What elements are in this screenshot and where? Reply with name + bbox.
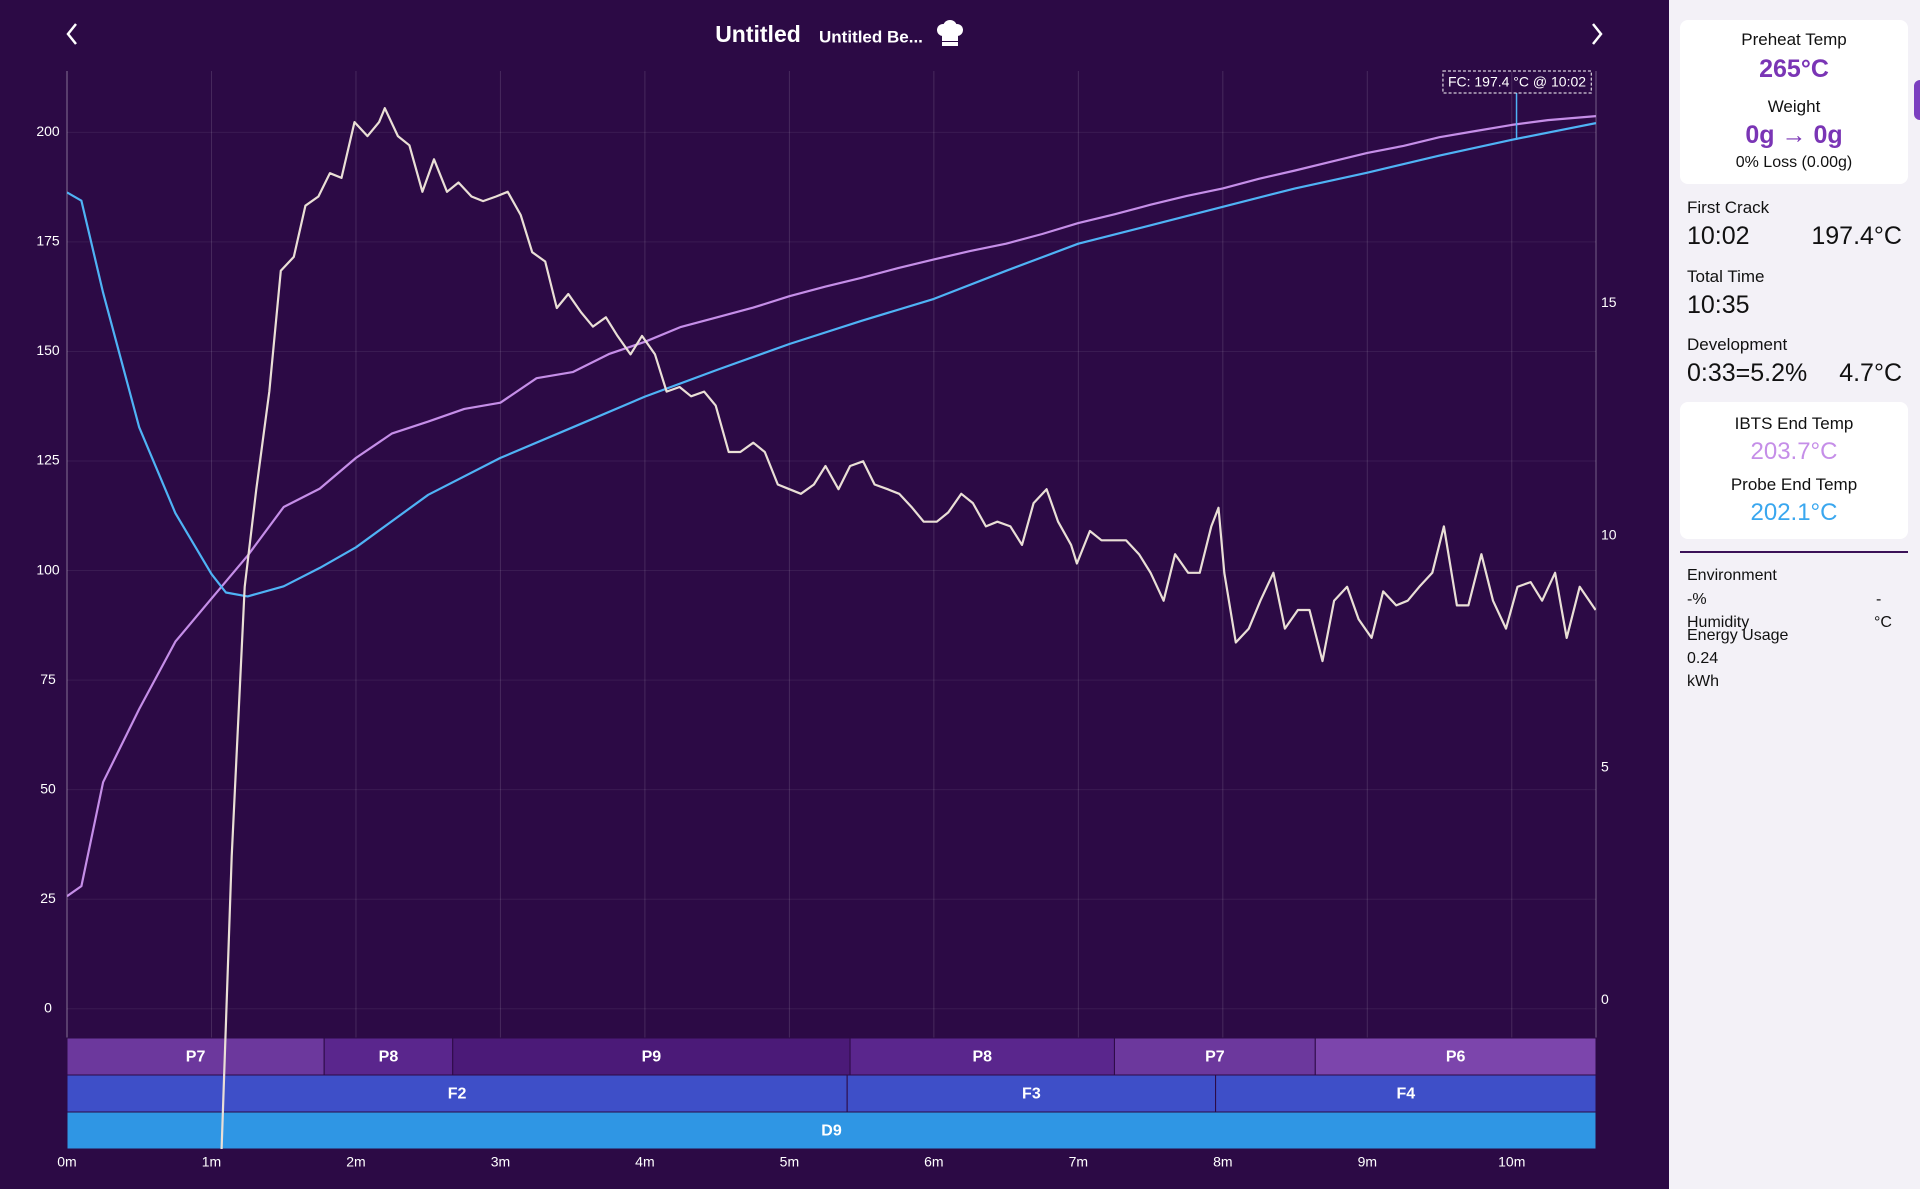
label: Environment: [1687, 567, 1777, 584]
unit: °C: [1874, 614, 1892, 631]
unit: kWh: [1687, 673, 1719, 690]
chef-icon[interactable]: [937, 20, 963, 46]
y-tick-label: 0: [44, 999, 52, 1015]
y-tick-label: 25: [40, 890, 56, 906]
next-button[interactable]: [1592, 23, 1603, 45]
side-panel: Preheat Temp 265°C Weight 0g → 0g 0% Los…: [1669, 0, 1920, 1189]
x-tick-label: 7m: [1069, 1154, 1088, 1170]
y-tick-label: 125: [36, 452, 60, 468]
band-segment: [66, 1111, 1597, 1150]
side-tab[interactable]: [1914, 80, 1920, 120]
label: Energy Usage: [1687, 627, 1789, 644]
label: First Crack: [1687, 198, 1770, 217]
band-segment: [323, 1037, 454, 1076]
band-segment: [66, 1074, 848, 1113]
band-segment: [846, 1074, 1217, 1113]
y-tick-label: 175: [36, 233, 60, 249]
label: Total Time: [1687, 267, 1765, 286]
label: Humidity: [1687, 614, 1750, 631]
value: 10:02: [1687, 222, 1750, 250]
x-tick-label: 0m: [57, 1154, 76, 1170]
y2-tick-label: 0: [1601, 991, 1609, 1007]
y2-tick-label: 15: [1601, 294, 1617, 310]
value: 0g → 0g: [1745, 121, 1843, 149]
band-segment: [452, 1037, 851, 1076]
band-label: F3: [1022, 1086, 1041, 1103]
loss: 0% Loss (0.00g): [1735, 154, 1853, 171]
x-tick-label: 1m: [202, 1154, 221, 1170]
plot-lines: [67, 107, 1596, 1149]
x-tick-label: 2m: [346, 1154, 365, 1170]
series-line: [67, 122, 1596, 598]
title: Untitled: [715, 21, 801, 47]
label: IBTS End Temp: [1734, 414, 1854, 433]
value: -: [1876, 591, 1882, 608]
prev-button[interactable]: [66, 23, 77, 45]
value: -%: [1687, 591, 1707, 608]
series-line: [67, 115, 1596, 898]
chart-area: Untitled Untitled Be... 0255075100125150…: [36, 20, 1617, 1170]
band-label: F4: [1396, 1086, 1415, 1103]
band-segment: [849, 1037, 1115, 1076]
band-label: F2: [448, 1086, 467, 1103]
label: Probe End Temp: [1730, 475, 1858, 494]
subtitle[interactable]: Untitled Be...: [819, 27, 923, 46]
y2-tick-label: 10: [1601, 526, 1617, 542]
y2-tick-label: 5: [1601, 759, 1609, 775]
value: 197.4°C: [1811, 222, 1902, 250]
y-tick-label: 200: [36, 123, 60, 139]
card: Preheat Temp 265°C Weight 0g → 0g 0% Los…: [1680, 20, 1908, 184]
y-tick-label: 150: [36, 342, 60, 358]
value: 0:33=5.2%: [1687, 359, 1808, 387]
x-tick-label: 4m: [635, 1154, 654, 1170]
band-label: P7: [1205, 1049, 1225, 1066]
y-tick-label: 100: [36, 561, 60, 577]
band-label: P8: [379, 1049, 399, 1066]
value: 202.1°C: [1750, 499, 1838, 526]
band-label: P7: [186, 1049, 206, 1066]
divider: [1680, 551, 1908, 553]
first-crack-label: FC: 197.4 °C @ 10:02: [1448, 74, 1586, 90]
y-tick-label: 50: [40, 780, 56, 796]
band-label: D9: [821, 1123, 842, 1140]
band-label: P6: [1446, 1049, 1466, 1066]
card: IBTS End Temp 203.7°C Probe End Temp 202…: [1680, 402, 1908, 539]
x-tick-label: 6m: [924, 1154, 943, 1170]
band-segment: [1314, 1037, 1597, 1076]
x-tick-label: 3m: [491, 1154, 510, 1170]
x-tick-label: 5m: [780, 1154, 799, 1170]
band-label: P9: [642, 1049, 662, 1066]
series-line: [220, 107, 1596, 1149]
label: Preheat Temp: [1741, 30, 1847, 49]
label: Development: [1687, 335, 1788, 354]
value: 4.7°C: [1839, 359, 1902, 387]
x-tick-label: 10m: [1498, 1154, 1525, 1170]
x-tick-label: 8m: [1213, 1154, 1232, 1170]
value: 10:35: [1687, 291, 1750, 319]
band-label: P8: [972, 1049, 992, 1066]
x-tick-label: 9m: [1358, 1154, 1377, 1170]
value: 265°C: [1759, 55, 1829, 83]
value: 203.7°C: [1750, 438, 1838, 465]
label: Weight: [1767, 97, 1821, 116]
y-tick-label: 75: [40, 671, 56, 687]
value: 0.24: [1687, 650, 1719, 667]
